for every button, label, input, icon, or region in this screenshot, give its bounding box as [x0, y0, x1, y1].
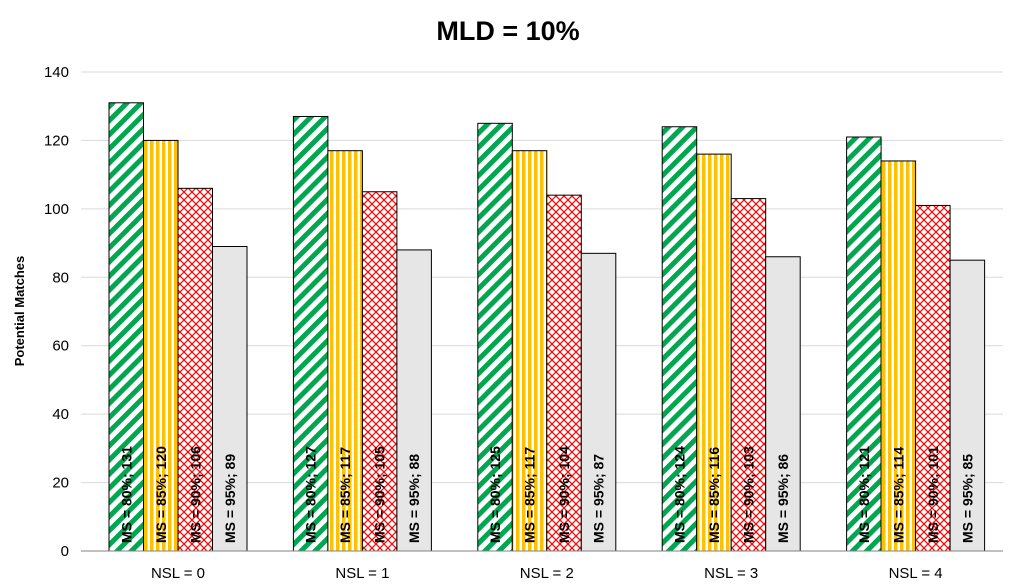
bar — [765, 256, 801, 552]
data-label: MS = 90%; 104 — [556, 446, 572, 543]
bar — [730, 198, 767, 552]
data-label: MS = 85%; 120 — [153, 446, 169, 543]
y-tick-label: 140 — [44, 64, 69, 81]
data-label: MS = 80%; 131 — [118, 446, 134, 543]
data-label: MS = 90%; 103 — [740, 446, 756, 543]
data-label: MS = 95%; 88 — [406, 454, 422, 543]
data-label: MS = 85%; 117 — [337, 447, 353, 543]
x-axis-ticks: NSL = 0 NSL = 1 NSL = 2 NSL = 3 NSL = 4 — [151, 565, 943, 582]
data-labels: MS = 80%; 131 MS = 85%; 120 MS = 90%; 106 M… — [118, 446, 975, 543]
bar — [949, 259, 986, 552]
y-tick-label: 40 — [52, 406, 69, 423]
bar — [292, 115, 329, 552]
y-tick-label: 120 — [44, 132, 69, 149]
bar — [327, 150, 363, 552]
x-tick-label: NSL = 1 — [335, 565, 389, 582]
x-tick-label: NSL = 2 — [520, 565, 574, 582]
y-tick-label: 20 — [52, 475, 69, 492]
data-label: MS = 95%; 89 — [222, 454, 238, 543]
y-axis-ticks: 0 20 40 60 80 100 120 140 — [44, 64, 69, 560]
x-tick-label: NSL = 0 — [151, 565, 205, 582]
bar — [546, 194, 582, 552]
bar — [143, 139, 179, 552]
bar — [846, 136, 882, 552]
data-label: MS = 85%; 116 — [706, 447, 722, 543]
data-label: MS = 90%; 105 — [372, 446, 388, 543]
bar — [661, 126, 698, 552]
y-tick-label: 80 — [52, 269, 69, 286]
data-label: MS = 90%; 106 — [187, 446, 203, 543]
data-label: MS = 95%; 86 — [775, 454, 791, 543]
y-tick-label: 60 — [52, 338, 69, 355]
chart-title: MLD = 10% — [436, 16, 579, 46]
bar — [915, 204, 951, 552]
data-label: MS = 95%; 85 — [959, 454, 975, 543]
data-label: MS = 85%; 117 — [522, 447, 538, 543]
data-label: MS = 80%; 125 — [487, 446, 503, 543]
data-label: MS = 90%; 101 — [925, 446, 941, 543]
data-label: MS = 95%; 87 — [591, 454, 607, 543]
x-tick-label: NSL = 3 — [704, 565, 758, 582]
bar — [696, 153, 732, 552]
data-label: MS = 85%; 114 — [890, 447, 906, 543]
bar — [396, 249, 432, 552]
y-axis-label: Potential Matches — [12, 256, 27, 367]
bar — [580, 252, 617, 552]
data-label: MS = 80%; 124 — [671, 446, 687, 543]
data-label: MS = 80%; 127 — [303, 446, 319, 543]
bars — [108, 102, 986, 552]
bar — [177, 187, 213, 552]
y-tick-label: 0 — [61, 543, 69, 560]
y-tick-label: 100 — [44, 201, 69, 218]
bar — [212, 245, 248, 552]
data-label: MS = 80%; 121 — [856, 446, 872, 543]
x-tick-label: NSL = 4 — [889, 565, 943, 582]
